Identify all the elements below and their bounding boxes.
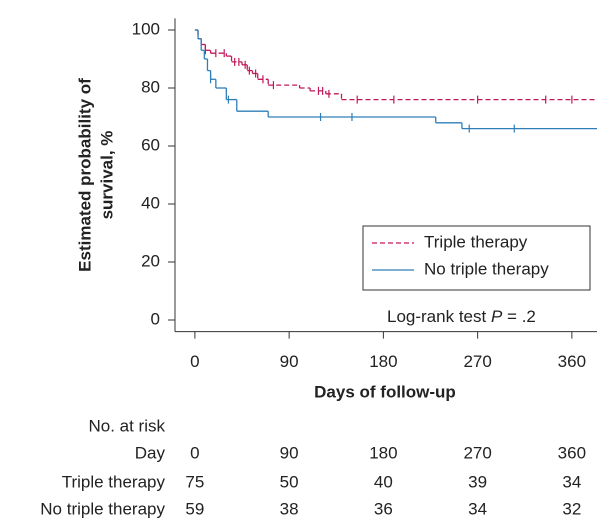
legend-label: No triple therapy: [424, 259, 549, 278]
y-tick-label: 80: [141, 77, 160, 96]
x-tick-label: 180: [369, 352, 397, 371]
annotation: Log-rank test P = .2: [387, 307, 536, 326]
x-tick-label: 360: [558, 352, 586, 371]
x-tick-label: 270: [463, 352, 491, 371]
y-tick-label: 60: [141, 135, 160, 154]
risk-day: 360: [558, 443, 586, 462]
risk-day: 270: [463, 443, 491, 462]
legend-label: Triple therapy: [424, 232, 528, 251]
y-axis-label: survival, %: [97, 131, 116, 220]
risk-count: 50: [280, 472, 299, 491]
y-tick-label: 100: [132, 19, 160, 38]
risk-count: 34: [468, 499, 487, 518]
risk-day-label: Day: [135, 443, 166, 462]
risk-count: 34: [562, 472, 581, 491]
risk-day: 180: [369, 443, 397, 462]
x-axis-label: Days of follow-up: [314, 382, 456, 401]
risk-day: 90: [280, 443, 299, 462]
y-tick-label: 20: [141, 251, 160, 270]
risk-row-label: No triple therapy: [40, 499, 165, 518]
x-tick-label: 0: [190, 352, 199, 371]
risk-count: 32: [562, 499, 581, 518]
risk-row-label: Triple therapy: [62, 472, 166, 491]
y-tick-label: 0: [151, 309, 160, 328]
risk-count: 40: [374, 472, 393, 491]
y-tick-label: 40: [141, 193, 160, 212]
y-axis-label: Estimated probability of: [75, 78, 94, 272]
risk-count: 75: [185, 472, 204, 491]
risk-count: 38: [280, 499, 299, 518]
risk-day: 0: [190, 443, 199, 462]
risk-count: 36: [374, 499, 393, 518]
risk-table-title: No. at risk: [88, 416, 165, 435]
risk-count: 39: [468, 472, 487, 491]
legend-box: [362, 225, 591, 291]
risk-count: 59: [185, 499, 204, 518]
x-tick-label: 90: [280, 352, 299, 371]
